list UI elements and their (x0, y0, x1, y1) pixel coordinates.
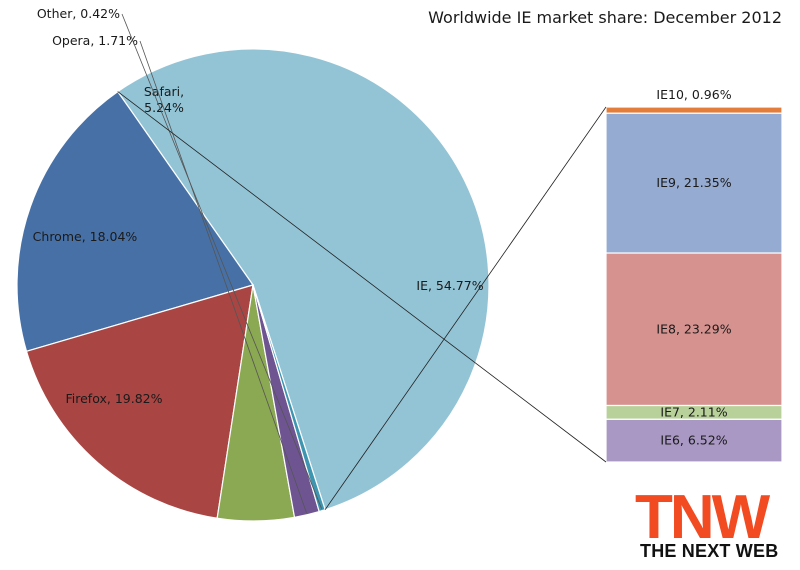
bar-label-ie7: IE7, 2.11% (660, 404, 727, 419)
bar-label-ie9: IE9, 21.35% (656, 175, 731, 190)
ie-breakdown-bar (605, 106, 783, 463)
bar-label-ie6: IE6, 6.52% (660, 433, 727, 448)
bar-segment-ie10 (605, 106, 783, 114)
connector-line-top (324, 106, 607, 510)
pie-label-firefox: Firefox, 19.82% (66, 391, 163, 406)
pie-label-safari: Safari, 5.24% (144, 84, 184, 115)
pie-slices (16, 48, 490, 522)
pie-label-opera: Opera, 1.71% (52, 33, 138, 48)
bar-label-ie10: IE10, 0.96% (656, 87, 731, 102)
logo-tagline: THE NEXT WEB (640, 541, 779, 561)
pie-label-other: Other, 0.42% (37, 6, 120, 21)
leader-line-other (121, 13, 322, 509)
chart-title: Worldwide IE market share: December 2012 (428, 8, 782, 27)
pie-slice-firefox (16, 90, 254, 353)
bar-segment-ie8 (605, 252, 783, 407)
tnw-logo: TNW (635, 484, 774, 552)
logo-mark: TNW (635, 484, 771, 552)
connector-line-bottom (117, 91, 607, 463)
pie-slice-ie (116, 48, 490, 511)
pie-label-chrome: Chrome, 18.04% (33, 229, 138, 244)
bar-segment-ie9 (605, 112, 783, 254)
leader-line-opera (139, 40, 307, 513)
bar-label-ie8: IE8, 23.29% (656, 321, 731, 336)
bar-segment-ie6 (605, 418, 783, 463)
pie-label-ie: IE, 54.77% (416, 278, 483, 293)
pie-slice-chrome (25, 284, 254, 519)
